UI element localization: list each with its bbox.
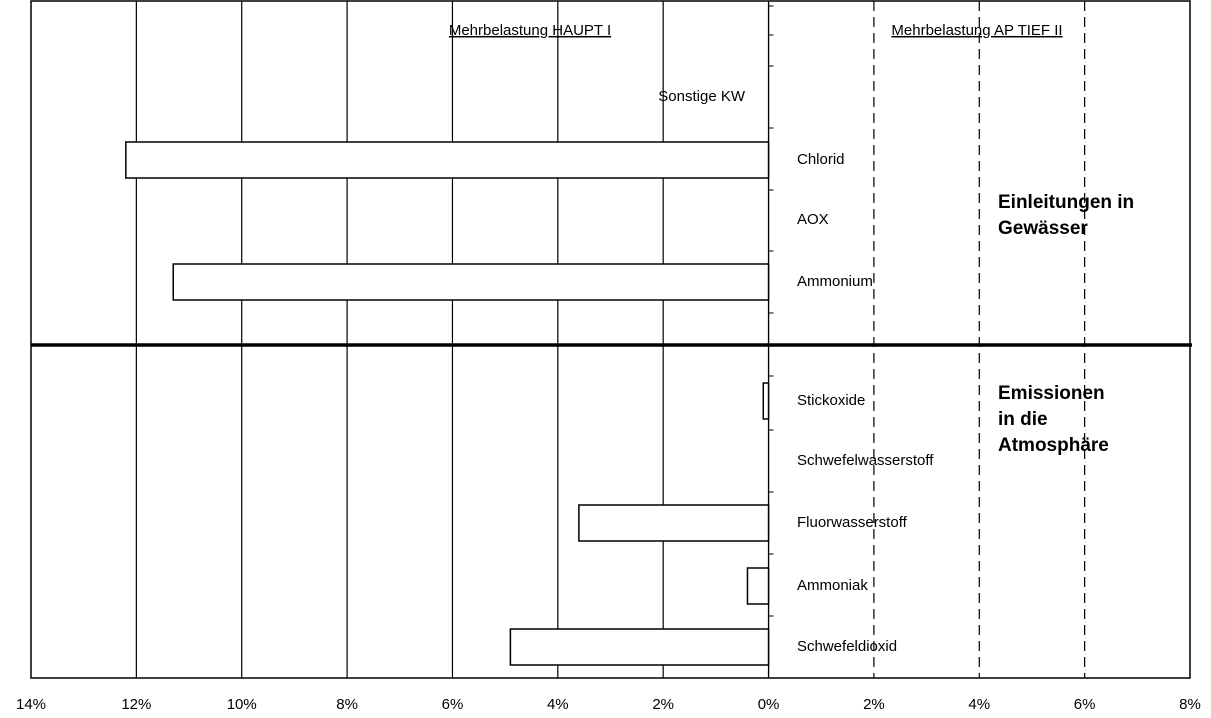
x-tick-label: 14% (16, 696, 46, 713)
bar (172, 263, 770, 301)
bar (578, 504, 770, 542)
category-label: Schwefeldioxid (797, 638, 897, 655)
region-label: Emissionen in die Atmosphäre (998, 383, 1109, 456)
category-label: Fluorwasserstoff (797, 514, 908, 531)
bar (762, 382, 770, 420)
x-tick-label: 10% (227, 696, 257, 713)
x-tick-label: 4% (968, 696, 990, 713)
bar (509, 628, 770, 666)
category-label: Ammoniak (797, 577, 868, 594)
x-tick-label: 6% (442, 696, 464, 713)
category-label: Chlorid (797, 151, 845, 168)
x-tick-label: 0% (758, 696, 780, 713)
region-label: Einleitungen in Gewässer (998, 192, 1134, 239)
left-title: Mehrbelastung HAUPT I (449, 22, 611, 39)
x-tick-label: 6% (1074, 696, 1096, 713)
category-label: Stickoxide (797, 392, 865, 409)
x-tick-label: 2% (652, 696, 674, 713)
right-title: Mehrbelastung AP TIEF II (891, 22, 1062, 39)
category-label: Schwefelwasserstoff (797, 452, 934, 469)
x-tick-label: 2% (863, 696, 885, 713)
category-label: Sonstige KW (658, 88, 746, 105)
plot-frame (30, 0, 1191, 679)
bar (125, 141, 770, 179)
category-label: Ammonium (797, 273, 873, 290)
category-label: AOX (797, 211, 829, 228)
x-tick-label: 8% (336, 696, 358, 713)
x-tick-label: 12% (121, 696, 151, 713)
x-tick-label: 8% (1179, 696, 1201, 713)
x-tick-label: 4% (547, 696, 569, 713)
bar (746, 567, 770, 605)
